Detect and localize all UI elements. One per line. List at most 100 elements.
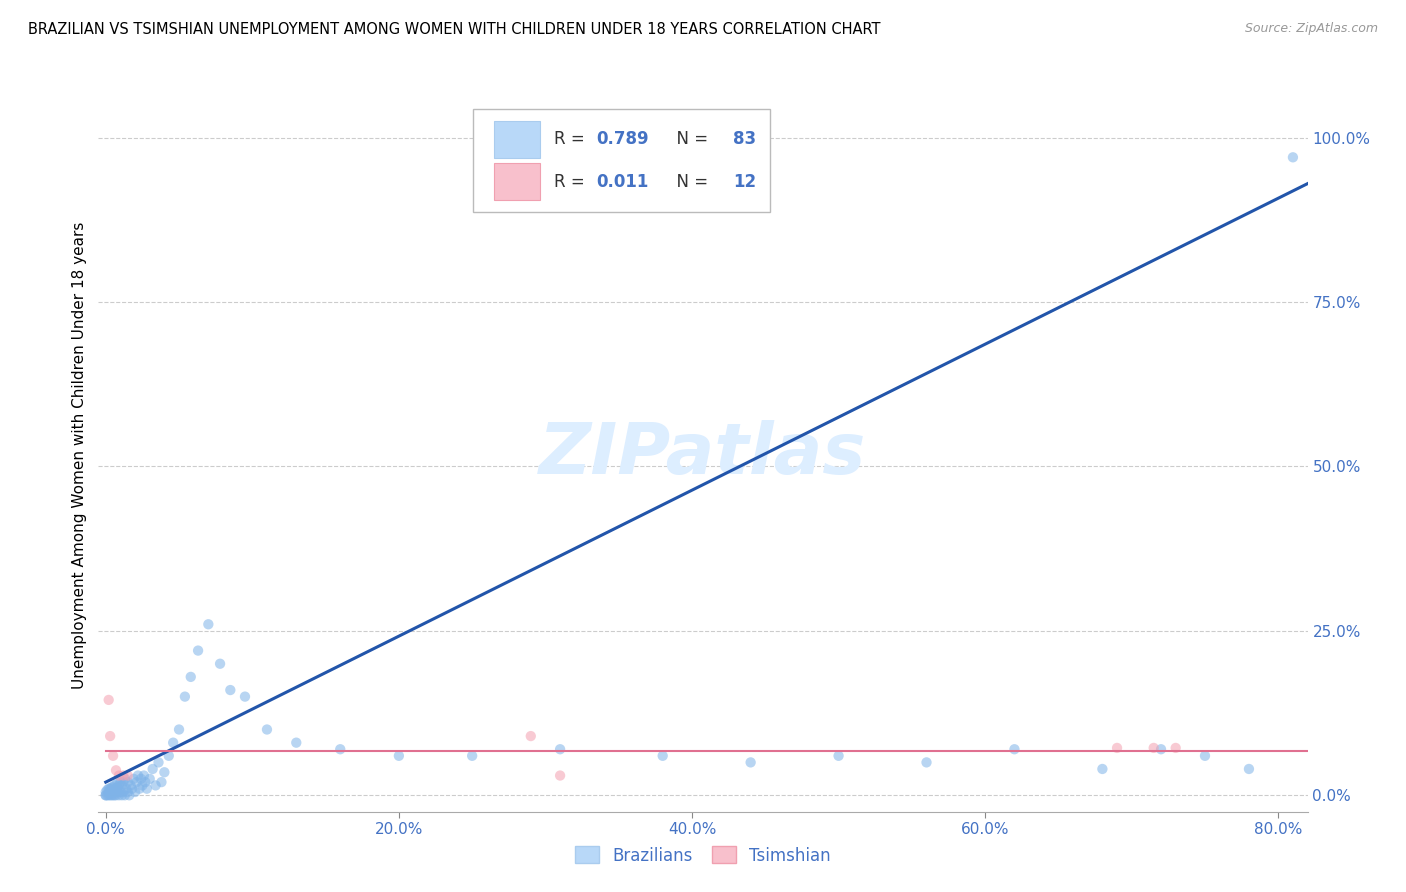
Point: [94, 789, 117, 803]
Point: [103, 779, 125, 793]
Point: [180, 670, 202, 684]
Point: [100, 785, 122, 799]
Point: [131, 779, 153, 793]
Point: [101, 785, 124, 799]
Point: [127, 768, 149, 782]
Point: [153, 765, 176, 780]
Text: N =: N =: [665, 173, 713, 191]
Point: [111, 789, 134, 803]
Point: [138, 772, 160, 786]
Point: [388, 748, 411, 763]
Point: [150, 775, 173, 789]
Point: [157, 748, 180, 763]
Text: 0.011: 0.011: [596, 173, 650, 191]
Point: [1150, 742, 1173, 756]
Text: R =: R =: [554, 130, 591, 148]
Point: [1282, 150, 1305, 164]
Point: [915, 756, 938, 770]
Point: [256, 723, 278, 737]
Point: [97, 789, 120, 803]
Text: ZIPatlas: ZIPatlas: [540, 420, 866, 490]
Point: [122, 772, 145, 786]
Point: [114, 772, 136, 786]
Point: [97, 693, 120, 707]
Point: [98, 785, 121, 799]
Text: 0.789: 0.789: [596, 130, 650, 148]
Point: [120, 779, 142, 793]
Point: [96, 789, 118, 803]
Point: [103, 783, 125, 797]
Point: [134, 775, 156, 789]
Point: [112, 785, 135, 799]
Point: [162, 736, 184, 750]
Point: [111, 779, 134, 793]
Y-axis label: Unemployment Among Women with Children Under 18 years: Unemployment Among Women with Children U…: [72, 221, 87, 689]
Point: [100, 789, 122, 803]
Point: [117, 775, 139, 789]
Point: [96, 783, 118, 797]
Point: [125, 775, 148, 789]
Point: [285, 736, 308, 750]
Point: [329, 742, 352, 756]
Point: [110, 785, 132, 799]
FancyBboxPatch shape: [494, 120, 540, 158]
Point: [108, 768, 131, 782]
Point: [105, 781, 128, 796]
Point: [115, 781, 138, 796]
Point: [97, 785, 120, 799]
Point: [101, 748, 124, 763]
Text: 83: 83: [734, 130, 756, 148]
Point: [132, 768, 155, 782]
Point: [100, 780, 122, 795]
Text: Source: ZipAtlas.com: Source: ZipAtlas.com: [1244, 22, 1378, 36]
Point: [1091, 762, 1114, 776]
Point: [174, 690, 197, 704]
Point: [112, 768, 135, 782]
Point: [209, 657, 232, 671]
Point: [108, 779, 131, 793]
FancyBboxPatch shape: [494, 163, 540, 201]
Point: [121, 781, 143, 796]
Point: [101, 780, 124, 795]
Point: [117, 785, 139, 799]
Text: R =: R =: [554, 173, 591, 191]
Point: [219, 683, 242, 698]
Point: [128, 781, 150, 796]
Point: [107, 780, 129, 795]
Point: [97, 781, 120, 796]
Point: [135, 781, 157, 796]
Point: [233, 690, 256, 704]
Point: [1143, 740, 1166, 755]
Point: [145, 779, 167, 793]
Point: [461, 748, 484, 763]
Point: [98, 729, 121, 743]
Legend: Brazilians, Tsimshian: Brazilians, Tsimshian: [568, 839, 838, 871]
Point: [105, 789, 128, 803]
Point: [1194, 748, 1216, 763]
Point: [520, 729, 543, 743]
Text: N =: N =: [665, 130, 713, 148]
Point: [98, 789, 121, 803]
Point: [167, 723, 190, 737]
Point: [548, 742, 571, 756]
Point: [1105, 740, 1128, 755]
Point: [94, 785, 117, 799]
Point: [827, 748, 849, 763]
Point: [1004, 742, 1026, 756]
Point: [105, 764, 128, 778]
Point: [110, 775, 132, 789]
Point: [740, 756, 762, 770]
Point: [197, 617, 219, 632]
Point: [142, 762, 165, 776]
Point: [108, 789, 131, 803]
Point: [107, 775, 129, 789]
Point: [548, 768, 571, 782]
Point: [98, 781, 121, 796]
Point: [114, 789, 136, 803]
Point: [112, 775, 135, 789]
Point: [124, 785, 146, 799]
Point: [117, 768, 139, 782]
Point: [107, 785, 129, 799]
Point: [1237, 762, 1260, 776]
Text: BRAZILIAN VS TSIMSHIAN UNEMPLOYMENT AMONG WOMEN WITH CHILDREN UNDER 18 YEARS COR: BRAZILIAN VS TSIMSHIAN UNEMPLOYMENT AMON…: [28, 22, 880, 37]
